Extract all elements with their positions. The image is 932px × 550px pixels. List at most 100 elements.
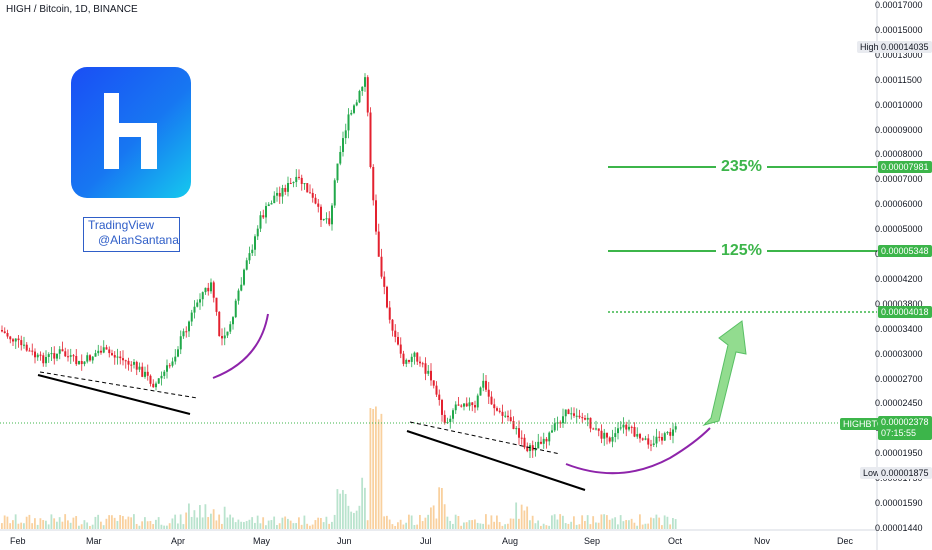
volume-bar <box>416 524 419 529</box>
volume-bar <box>581 515 584 529</box>
candle-body <box>306 183 309 193</box>
volume-bar <box>465 522 468 529</box>
candle-body <box>80 361 83 365</box>
volume-bar <box>295 523 298 529</box>
target-1-price: 0.00007981 <box>878 161 932 173</box>
volume-bar <box>278 523 281 529</box>
volume-bar <box>146 521 149 529</box>
symbol-tag: HIGHBTC <box>840 418 887 430</box>
volume-bar <box>350 511 353 529</box>
candle-body <box>31 350 34 352</box>
candle-body <box>355 102 358 106</box>
volume-bar <box>592 516 595 529</box>
volume-bar <box>622 521 625 529</box>
volume-bar <box>375 406 377 529</box>
volume-bar <box>31 523 34 529</box>
candle-body <box>17 338 20 341</box>
price-tick-label: 0.00007000 <box>875 174 923 185</box>
candle-body <box>380 256 383 277</box>
price-tick-label: 0.00009000 <box>875 124 923 135</box>
candle-body <box>111 353 113 356</box>
volume-bar <box>127 516 130 529</box>
candle-body <box>232 317 234 325</box>
volume-bar <box>520 504 523 529</box>
candle-body <box>537 441 540 449</box>
volume-bar <box>347 505 350 529</box>
price-tick-label: 0.00013000 <box>875 49 923 60</box>
volume-bar <box>424 517 427 529</box>
candle-body <box>149 375 152 384</box>
price-tick-label: 0.00017000 <box>875 0 923 10</box>
candle-body <box>58 349 61 354</box>
candle-body <box>322 218 325 220</box>
candle-body <box>325 218 328 220</box>
low-value: 0.00001875 <box>878 467 932 479</box>
candle-body <box>584 418 586 420</box>
volume-bar <box>171 518 174 529</box>
candle-body <box>441 399 443 415</box>
volume-bar <box>314 520 317 529</box>
candle-body <box>292 182 295 184</box>
watermark-line-1: TradingView <box>88 218 155 232</box>
candle-body <box>515 428 518 430</box>
candle-body <box>652 443 655 445</box>
volume-bar <box>163 525 166 529</box>
candle-body <box>155 383 157 388</box>
candle-body <box>278 192 281 197</box>
candle-body <box>210 282 212 292</box>
candle-body <box>333 180 336 206</box>
candle-body <box>328 218 331 225</box>
candle-body <box>465 403 468 407</box>
candle-body <box>160 375 163 379</box>
candle-body <box>102 347 105 353</box>
time-tick-label: May <box>253 536 271 546</box>
support-trendline-2 <box>406 430 586 491</box>
candle-body <box>69 355 72 357</box>
volume-bar <box>322 522 325 529</box>
candle-body <box>542 438 545 444</box>
candle-body <box>397 336 399 345</box>
volume-bar <box>298 517 300 529</box>
candle-body <box>669 431 672 436</box>
volume-bar <box>474 519 476 529</box>
volume-bar <box>388 519 391 529</box>
volume-bar <box>199 505 201 529</box>
candle-body <box>141 366 144 377</box>
candle-body <box>188 321 190 332</box>
candle-body <box>300 177 303 184</box>
candle-body <box>100 350 102 353</box>
candle-body <box>606 432 608 438</box>
price-tick-label: 0.00004200 <box>875 273 923 284</box>
volume-bar <box>270 520 273 529</box>
candle-body <box>342 138 344 152</box>
candle-body <box>658 436 661 438</box>
time-tick-label: Apr <box>171 536 186 546</box>
volume-bar <box>243 522 245 529</box>
volume-bar <box>182 524 185 529</box>
chart-title: HIGH / Bitcoin, 1D, BINANCE <box>6 4 138 15</box>
candle-body <box>320 206 322 220</box>
candle-body <box>237 290 240 301</box>
volume-bar <box>452 523 454 529</box>
candle-body <box>174 356 177 362</box>
volume-bar <box>221 523 223 529</box>
volume-bar <box>553 514 556 529</box>
candle-body <box>56 353 58 359</box>
watermark-line-2: @AlanSantana <box>98 233 179 247</box>
volume-bar <box>556 519 559 529</box>
high-value: 0.00014035 <box>878 41 932 53</box>
candle-body <box>496 408 498 411</box>
candle-body <box>454 404 457 411</box>
volume-bar <box>80 524 83 529</box>
volume-bar <box>122 516 124 529</box>
volume-bar <box>504 524 507 529</box>
volume-bar <box>9 523 12 529</box>
candle-body <box>633 426 636 437</box>
candle-body <box>113 355 116 358</box>
volume-bar <box>69 522 72 529</box>
candle-body <box>179 336 182 350</box>
candle-body <box>199 299 201 303</box>
candle-body <box>504 415 507 417</box>
volume-bar <box>625 519 628 529</box>
